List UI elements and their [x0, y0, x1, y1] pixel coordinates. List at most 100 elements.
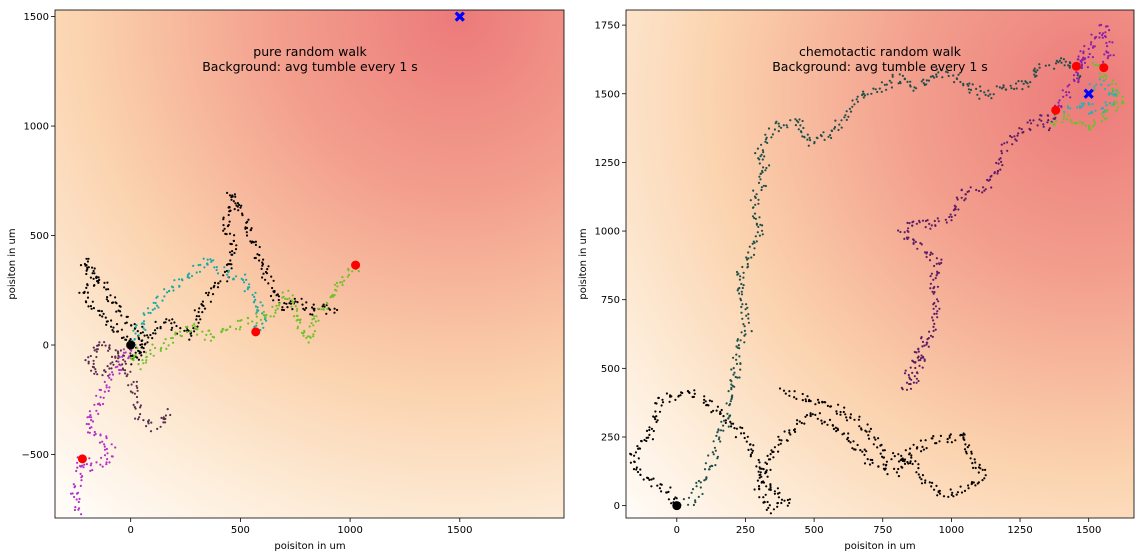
walk-point	[784, 392, 787, 395]
walk-point	[907, 462, 910, 465]
walk-point	[963, 438, 966, 441]
walk-point	[1066, 85, 1069, 88]
walk-point	[993, 171, 996, 174]
walk-point	[86, 431, 90, 434]
walk-point	[1102, 79, 1105, 82]
walk-point	[278, 304, 281, 307]
walk-point	[140, 346, 143, 349]
walk-point	[1021, 88, 1024, 91]
walk-point	[797, 121, 800, 124]
walk-point	[1062, 118, 1065, 121]
walk-point	[1087, 56, 1090, 59]
walk-point	[1000, 160, 1003, 163]
walk-point	[274, 309, 277, 312]
walk-point	[326, 302, 329, 305]
walk-point	[269, 294, 273, 298]
walk-point	[922, 448, 926, 451]
y-tick-label: 1500	[24, 12, 49, 23]
walk-point	[161, 299, 164, 302]
walk-point	[826, 404, 830, 407]
walk-point	[999, 157, 1002, 160]
walk-point	[133, 323, 136, 326]
walk-point	[939, 434, 943, 437]
walk-point	[192, 327, 195, 330]
walk-point	[1091, 46, 1095, 49]
walk-point	[788, 394, 791, 397]
walk-point	[1063, 112, 1066, 115]
walk-point	[1092, 119, 1096, 122]
walk-point	[295, 319, 298, 322]
walk-point	[764, 461, 767, 464]
walk-point	[121, 367, 124, 370]
walk-point	[93, 267, 96, 270]
walk-point	[166, 408, 169, 411]
walk-point	[1010, 136, 1013, 139]
walk-point	[101, 465, 104, 468]
walk-point	[754, 217, 758, 220]
walk-point	[105, 298, 108, 301]
walk-point	[171, 326, 174, 329]
walk-point	[1013, 87, 1016, 91]
walk-point	[798, 420, 801, 423]
walk-point	[1038, 118, 1041, 121]
walk-point	[753, 488, 756, 491]
walk-point	[882, 463, 885, 466]
walk-point	[1079, 59, 1082, 63]
walk-point	[768, 164, 771, 167]
walk-point	[92, 359, 95, 362]
walk-point	[898, 73, 901, 76]
walk-point	[837, 403, 840, 406]
walk-point	[78, 507, 81, 510]
walk-point	[275, 304, 278, 307]
walk-point	[935, 442, 938, 445]
walk-point	[806, 395, 809, 398]
walk-point	[296, 314, 299, 317]
walk-point	[933, 291, 936, 294]
walk-point	[1057, 61, 1060, 64]
walk-point	[105, 435, 108, 438]
walk-point	[115, 323, 119, 326]
walk-point	[195, 271, 198, 274]
walk-point	[76, 491, 80, 494]
walk-point	[765, 508, 768, 511]
walk-point	[201, 330, 204, 333]
walk-point	[1082, 102, 1086, 105]
walk-point	[917, 463, 920, 466]
walk-point	[86, 260, 89, 263]
walk-point	[716, 405, 720, 408]
walk-point	[750, 448, 753, 451]
walk-point	[708, 465, 712, 468]
walk-point	[300, 297, 303, 300]
walk-point	[132, 329, 135, 332]
walk-point	[162, 342, 165, 345]
walk-point	[911, 359, 914, 362]
walk-point	[793, 428, 797, 431]
walk-point	[906, 237, 909, 241]
walk-point	[906, 80, 909, 83]
walk-point	[154, 332, 157, 335]
walk-point	[95, 394, 98, 397]
walk-point	[152, 301, 155, 304]
walk-point	[1110, 92, 1113, 95]
walk-point	[903, 237, 906, 240]
walk-point	[1062, 115, 1066, 118]
walk-point	[731, 384, 734, 387]
walk-point	[964, 197, 967, 200]
walk-point	[1069, 107, 1072, 110]
walk-point	[84, 359, 87, 362]
walk-point	[237, 209, 240, 212]
walk-point	[967, 88, 971, 91]
walk-point	[755, 222, 759, 225]
walk-point	[1101, 36, 1104, 39]
walk-point	[775, 120, 778, 123]
walk-point	[729, 420, 732, 423]
walk-point	[809, 139, 812, 142]
walk-point	[1026, 121, 1029, 124]
walk-point	[722, 429, 725, 432]
walk-point	[107, 349, 110, 352]
walk-point	[936, 310, 939, 313]
walk-point	[180, 278, 183, 281]
walk-point	[1105, 104, 1108, 107]
walk-point	[909, 85, 912, 88]
walk-point	[104, 344, 107, 347]
